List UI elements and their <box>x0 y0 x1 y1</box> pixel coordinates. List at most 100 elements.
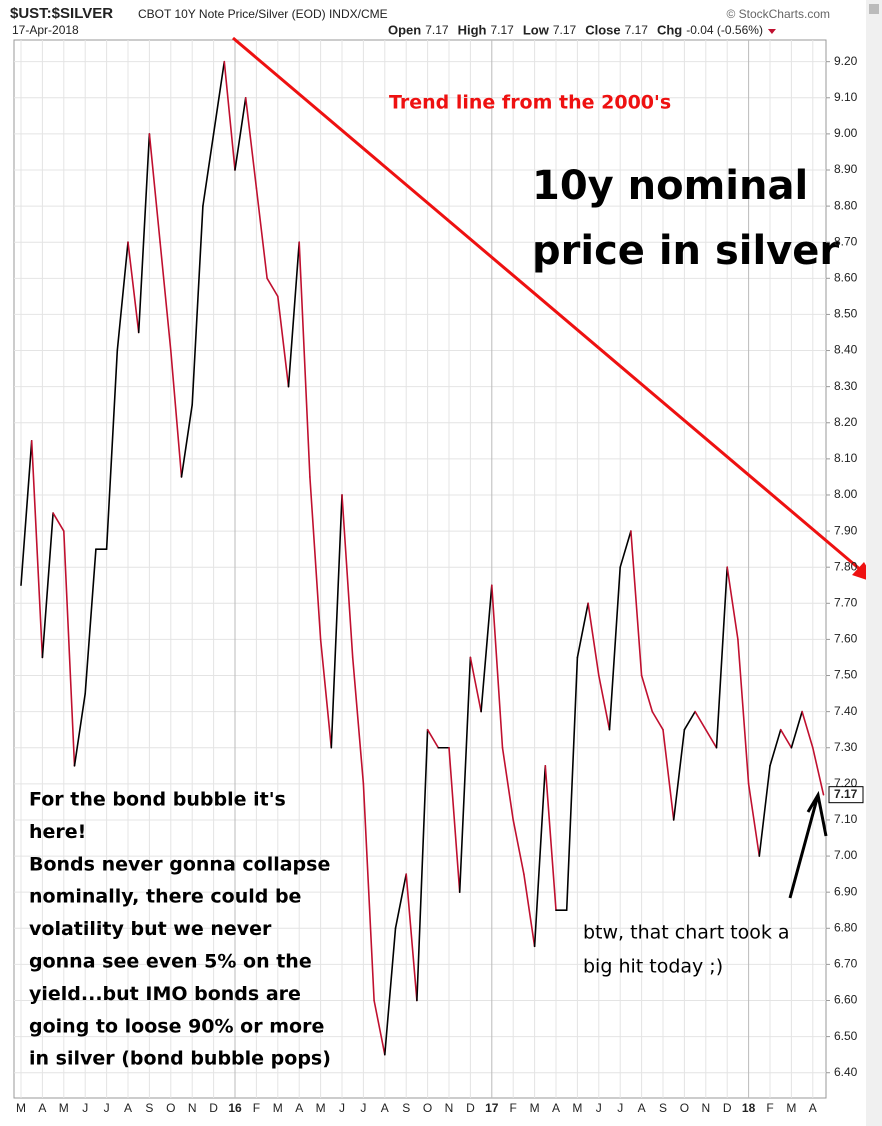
price-segment <box>180 403 193 478</box>
scrollbar[interactable] <box>866 0 882 1126</box>
price-segment <box>276 295 290 388</box>
y-tick-label: 8.20 <box>834 415 858 429</box>
y-tick-label: 8.60 <box>834 270 858 284</box>
price-segment <box>587 602 600 677</box>
x-tick-label: M <box>572 1101 582 1115</box>
x-tick-label: N <box>701 1101 710 1115</box>
price-segment <box>287 241 301 388</box>
source: © StockCharts.com <box>726 7 830 21</box>
price-segment <box>704 728 718 749</box>
price-segment <box>683 710 696 731</box>
x-tick-label: 16 <box>228 1101 242 1115</box>
quote-value: 7.17 <box>625 23 649 37</box>
price-segment <box>512 819 525 875</box>
x-tick-label: J <box>360 1101 366 1115</box>
price-segment <box>223 60 236 171</box>
price-segment <box>73 692 86 767</box>
price-segment <box>116 241 129 352</box>
x-tick-label: F <box>766 1101 773 1115</box>
price-segment <box>523 873 536 948</box>
price-segment <box>255 187 268 280</box>
x-tick-label: S <box>402 1101 410 1115</box>
price-segment <box>597 674 611 731</box>
price-segment <box>62 530 76 767</box>
price-segment <box>52 512 65 532</box>
y-tick-label: 6.40 <box>834 1065 858 1079</box>
chart-title: CBOT 10Y Note Price/Silver (EOD) INDX/CM… <box>138 7 388 21</box>
x-tick-label: M <box>786 1101 796 1115</box>
x-tick-label: A <box>38 1101 46 1115</box>
trend-line <box>232 36 863 573</box>
y-tick-label: 7.50 <box>834 668 858 682</box>
price-segment <box>490 584 504 749</box>
x-tick-label: A <box>295 1101 303 1115</box>
note-line: btw, that chart took a <box>583 922 790 944</box>
y-tick-label: 7.80 <box>834 559 858 573</box>
price-segment <box>170 349 183 478</box>
price-segment <box>319 638 333 749</box>
y-tick-label: 6.60 <box>834 993 858 1007</box>
scroll-thumb[interactable] <box>869 4 879 14</box>
headline: 10y nominal <box>532 163 808 209</box>
price-segment <box>84 548 97 695</box>
price-segment <box>694 710 707 731</box>
price-segment <box>779 728 793 749</box>
price-segment <box>191 205 204 406</box>
x-tick-label: M <box>59 1101 69 1115</box>
price-segment <box>394 873 408 930</box>
price-segment <box>30 440 44 659</box>
price-segment <box>769 728 782 767</box>
x-tick-label: A <box>124 1101 132 1115</box>
y-tick-label: 8.90 <box>834 162 858 176</box>
price-segment <box>383 927 397 1056</box>
annotations: Trend line from the 2000's 10y nominal pri… <box>29 92 839 1070</box>
comment-line: nominally, there could be <box>29 886 301 908</box>
price-segment <box>266 277 279 298</box>
price-segment <box>737 638 750 785</box>
x-tick-label: N <box>445 1101 454 1115</box>
x-tick-label: S <box>145 1101 153 1115</box>
price-segment <box>544 764 557 912</box>
x-tick-label: J <box>617 1101 623 1115</box>
price-segment <box>448 746 461 893</box>
down-marker <box>767 29 776 34</box>
quote-label: Low <box>523 22 550 37</box>
price-segment <box>790 710 803 749</box>
y-tick-label: 7.70 <box>834 595 858 609</box>
x-tick-label: O <box>166 1101 175 1115</box>
x-tick-label: J <box>339 1101 345 1115</box>
quote-value: 7.17 <box>490 23 514 37</box>
x-tick-label: A <box>552 1101 560 1115</box>
price-segment <box>576 602 589 659</box>
price-segment <box>202 133 215 207</box>
y-tick-label: 8.00 <box>834 487 858 501</box>
price-segment <box>565 656 579 912</box>
x-tick-label: A <box>809 1101 817 1115</box>
price-segment <box>330 494 343 749</box>
x-tick-label: F <box>253 1101 260 1115</box>
x-tick-label: 18 <box>742 1101 756 1115</box>
price-segment <box>469 656 482 713</box>
price-segment <box>715 566 729 749</box>
price-segment <box>362 783 375 1002</box>
x-tick-label: M <box>530 1101 540 1115</box>
comment-line: in silver (bond bubble pops) <box>29 1048 331 1070</box>
note-arrow <box>788 790 828 899</box>
price-segment <box>426 728 440 749</box>
price-segment <box>480 584 493 713</box>
price-segment <box>608 566 622 731</box>
price-segment <box>351 656 365 785</box>
trend-annotation: Trend line from the 2000's <box>389 92 671 114</box>
price-segment <box>244 96 258 189</box>
y-tick-label: 6.50 <box>834 1029 858 1043</box>
y-tick-label: 9.10 <box>834 90 858 104</box>
price-segment <box>416 728 429 1002</box>
x-tick-label: J <box>596 1101 602 1115</box>
y-tick-label: 9.20 <box>834 54 858 68</box>
quote-label: Chg <box>657 22 682 37</box>
x-tick-label: J <box>82 1101 88 1115</box>
price-segment <box>630 530 643 677</box>
price-segment <box>672 728 686 821</box>
comment-line: going to loose 90% or more <box>29 1015 324 1037</box>
